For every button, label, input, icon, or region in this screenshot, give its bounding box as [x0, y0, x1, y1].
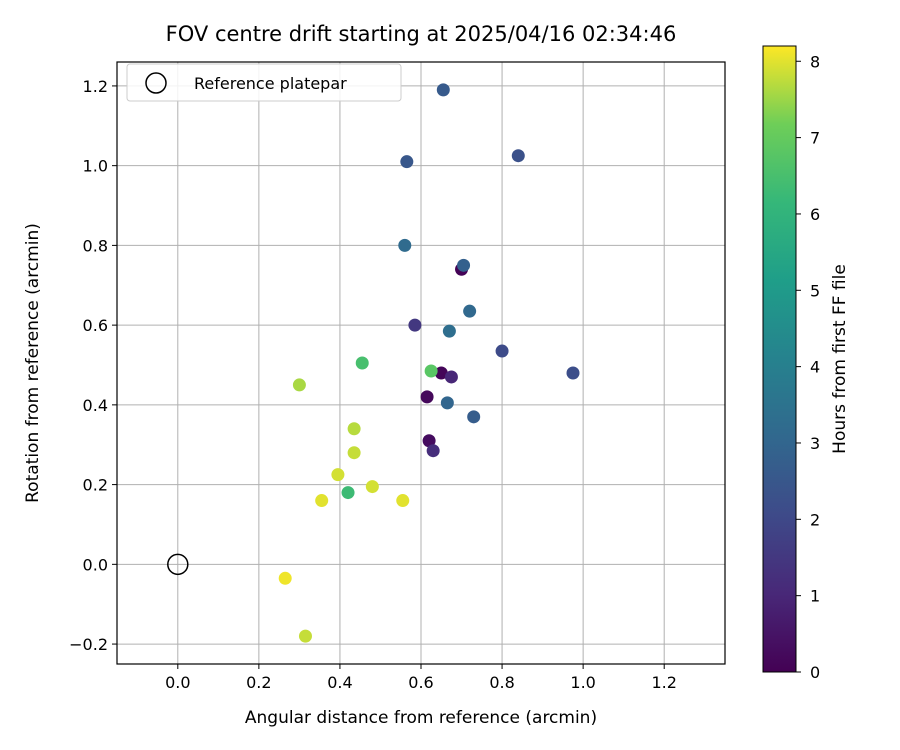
colorbar-gradient [762, 45, 797, 673]
scatter-point [347, 446, 361, 460]
colorbar-tick-label: 6 [810, 205, 820, 224]
colorbar-tick-label: 1 [810, 587, 820, 606]
y-tick-label: 0.6 [83, 316, 108, 335]
scatter-point [341, 486, 355, 500]
scatter-point [495, 344, 509, 358]
y-tick-label: 0.8 [83, 236, 108, 255]
y-axis-ticks: −0.2 0.0 0.2 0.4 0.6 0.8 1.0 1.2 [69, 77, 117, 654]
scatter-point [467, 410, 481, 424]
scatter-point [434, 366, 448, 380]
legend-box [126, 63, 402, 102]
x-tick-label: 0.2 [246, 673, 271, 692]
colorbar: 0 1 2 3 4 5 6 7 8 Hours from first FF file [762, 45, 850, 682]
y-axis-label: Rotation from reference (arcmin) [23, 223, 43, 503]
x-tick-label: 1.2 [651, 673, 676, 692]
y-tick-label: 0.0 [83, 555, 108, 574]
y-tick-label: 1.0 [83, 157, 108, 176]
x-axis-label: Angular distance from reference (arcmin) [245, 708, 597, 728]
scatter-point [457, 258, 471, 272]
scatter-point [566, 366, 580, 380]
legend: Reference platepar [126, 63, 402, 102]
scatter-point [424, 364, 438, 378]
scatter-point [331, 468, 345, 482]
colorbar-ticks: 0 1 2 3 4 5 6 7 8 [796, 52, 820, 682]
x-tick-label: 0.8 [489, 673, 514, 692]
y-tick-label: 0.4 [83, 396, 108, 415]
scatter-point [278, 571, 292, 585]
scatter-point [365, 480, 379, 494]
scatter-point [408, 318, 422, 332]
scatter-point [422, 434, 436, 448]
x-axis-ticks: 0.0 0.2 0.4 0.6 0.8 1.0 1.2 [165, 664, 677, 692]
y-tick-label: −0.2 [69, 635, 108, 654]
scatter-point [442, 324, 456, 338]
scatter-point [420, 390, 434, 404]
scatter-point [426, 444, 440, 458]
colorbar-tick-label: 4 [810, 358, 820, 377]
scatter-point [398, 238, 412, 252]
scatter-point [315, 494, 329, 508]
colorbar-tick-label: 8 [810, 52, 820, 71]
x-tick-label: 0.6 [408, 673, 433, 692]
chart-title: FOV centre drift starting at 2025/04/16 … [166, 22, 677, 46]
scatter-point [298, 629, 312, 643]
scatter-point [440, 396, 454, 410]
scatter-point [355, 356, 369, 370]
colorbar-tick-label: 0 [810, 663, 820, 682]
scatter-points [278, 83, 580, 643]
x-tick-label: 0.4 [327, 673, 352, 692]
scatter-point [292, 378, 306, 392]
scatter-point [347, 422, 361, 436]
legend-entry-reference: Reference platepar [194, 74, 347, 93]
x-tick-label: 0.0 [165, 673, 190, 692]
scatter-point [444, 370, 458, 384]
scatter-point [511, 149, 525, 163]
scatter-point [463, 304, 477, 318]
colorbar-tick-label: 2 [810, 510, 820, 529]
colorbar-label: Hours from first FF file [830, 264, 850, 454]
scatter-point [396, 494, 410, 508]
x-tick-label: 1.0 [570, 673, 595, 692]
colorbar-tick-label: 5 [810, 281, 820, 300]
scatter-point [400, 155, 414, 169]
scatter-point [436, 83, 450, 97]
colorbar-tick-label: 7 [810, 129, 820, 148]
y-tick-label: 0.2 [83, 476, 108, 495]
y-tick-label: 1.2 [83, 77, 108, 96]
legend-reference-marker [145, 72, 167, 94]
colorbar-tick-label: 3 [810, 434, 820, 453]
reference-platepar-marker [167, 553, 189, 576]
grid-lines [117, 62, 725, 664]
